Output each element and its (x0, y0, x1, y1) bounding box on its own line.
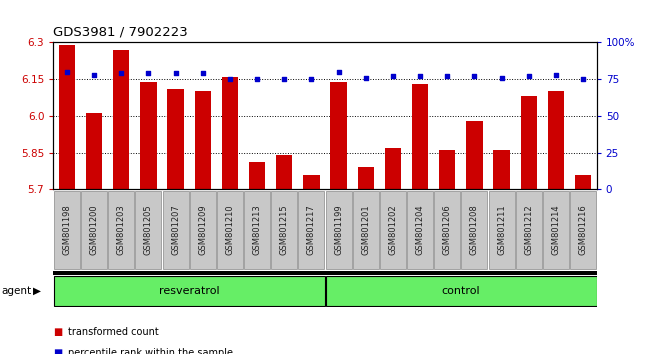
Bar (412, 84, 428, 189)
Text: GSM801203: GSM801203 (117, 205, 125, 256)
Text: GSM801201: GSM801201 (361, 205, 370, 256)
Bar (575, 175, 592, 189)
Text: GSM801198: GSM801198 (62, 205, 72, 256)
Text: ■: ■ (53, 348, 62, 354)
Bar (493, 150, 510, 189)
FancyBboxPatch shape (298, 191, 324, 269)
FancyBboxPatch shape (244, 191, 270, 269)
Point (415, 73, 425, 79)
Bar (358, 167, 374, 189)
Point (89, 72, 99, 78)
Point (252, 76, 263, 82)
Bar (439, 150, 456, 189)
Point (361, 75, 371, 81)
Text: GSM801212: GSM801212 (525, 205, 533, 256)
Text: GSM801202: GSM801202 (389, 205, 397, 256)
Text: ■: ■ (53, 327, 62, 337)
Text: GSM801211: GSM801211 (497, 205, 506, 256)
Text: GSM801210: GSM801210 (226, 205, 235, 256)
Point (442, 73, 452, 79)
FancyBboxPatch shape (515, 191, 542, 269)
Point (143, 70, 153, 76)
Text: GDS3981 / 7902223: GDS3981 / 7902223 (53, 26, 188, 39)
Text: GSM801213: GSM801213 (253, 205, 261, 256)
Point (116, 70, 127, 76)
FancyBboxPatch shape (271, 191, 297, 269)
FancyBboxPatch shape (326, 276, 597, 306)
Point (279, 76, 289, 82)
Bar (113, 50, 129, 189)
Point (306, 76, 317, 82)
Point (469, 73, 480, 79)
FancyBboxPatch shape (434, 191, 460, 269)
Point (497, 75, 507, 81)
Text: GSM801207: GSM801207 (171, 205, 180, 256)
Bar (194, 91, 211, 189)
FancyBboxPatch shape (407, 191, 433, 269)
FancyBboxPatch shape (570, 191, 596, 269)
FancyBboxPatch shape (462, 191, 488, 269)
FancyBboxPatch shape (190, 191, 216, 269)
FancyBboxPatch shape (380, 191, 406, 269)
Point (225, 76, 235, 82)
Bar (304, 175, 320, 189)
Text: GSM801205: GSM801205 (144, 205, 153, 256)
Bar (140, 82, 157, 189)
FancyBboxPatch shape (217, 191, 243, 269)
Text: GSM801214: GSM801214 (551, 205, 560, 256)
FancyBboxPatch shape (135, 191, 161, 269)
Text: GSM801206: GSM801206 (443, 205, 452, 256)
Text: percentile rank within the sample: percentile rank within the sample (68, 348, 233, 354)
Text: GSM801199: GSM801199 (334, 205, 343, 256)
Bar (86, 114, 102, 189)
Point (198, 70, 208, 76)
FancyBboxPatch shape (54, 191, 80, 269)
Bar (548, 91, 564, 189)
Point (170, 70, 181, 76)
Text: GSM801216: GSM801216 (578, 205, 588, 256)
Text: agent: agent (1, 286, 31, 296)
Point (551, 72, 561, 78)
Bar (249, 162, 265, 189)
Bar (168, 89, 184, 189)
Point (578, 76, 588, 82)
FancyBboxPatch shape (162, 191, 188, 269)
Text: GSM801215: GSM801215 (280, 205, 289, 256)
FancyBboxPatch shape (543, 191, 569, 269)
Text: GSM801200: GSM801200 (90, 205, 99, 256)
Text: transformed count: transformed count (68, 327, 159, 337)
Bar (466, 121, 482, 189)
Text: GSM801209: GSM801209 (198, 205, 207, 256)
Text: resveratrol: resveratrol (159, 286, 220, 296)
Text: GSM801217: GSM801217 (307, 205, 316, 256)
Point (524, 73, 534, 79)
Bar (276, 155, 292, 189)
Text: GSM801204: GSM801204 (415, 205, 424, 256)
FancyBboxPatch shape (81, 191, 107, 269)
Bar (521, 96, 537, 189)
Text: control: control (441, 286, 480, 296)
Bar (330, 82, 346, 189)
Bar (385, 148, 401, 189)
Point (62, 69, 72, 75)
Point (388, 73, 398, 79)
Text: ▶: ▶ (32, 286, 40, 296)
FancyBboxPatch shape (489, 191, 515, 269)
Bar (58, 45, 75, 189)
Bar (222, 77, 238, 189)
Text: GSM801208: GSM801208 (470, 205, 479, 256)
FancyBboxPatch shape (353, 191, 379, 269)
FancyBboxPatch shape (326, 191, 352, 269)
FancyBboxPatch shape (55, 276, 325, 306)
FancyBboxPatch shape (108, 191, 135, 269)
Point (333, 69, 344, 75)
